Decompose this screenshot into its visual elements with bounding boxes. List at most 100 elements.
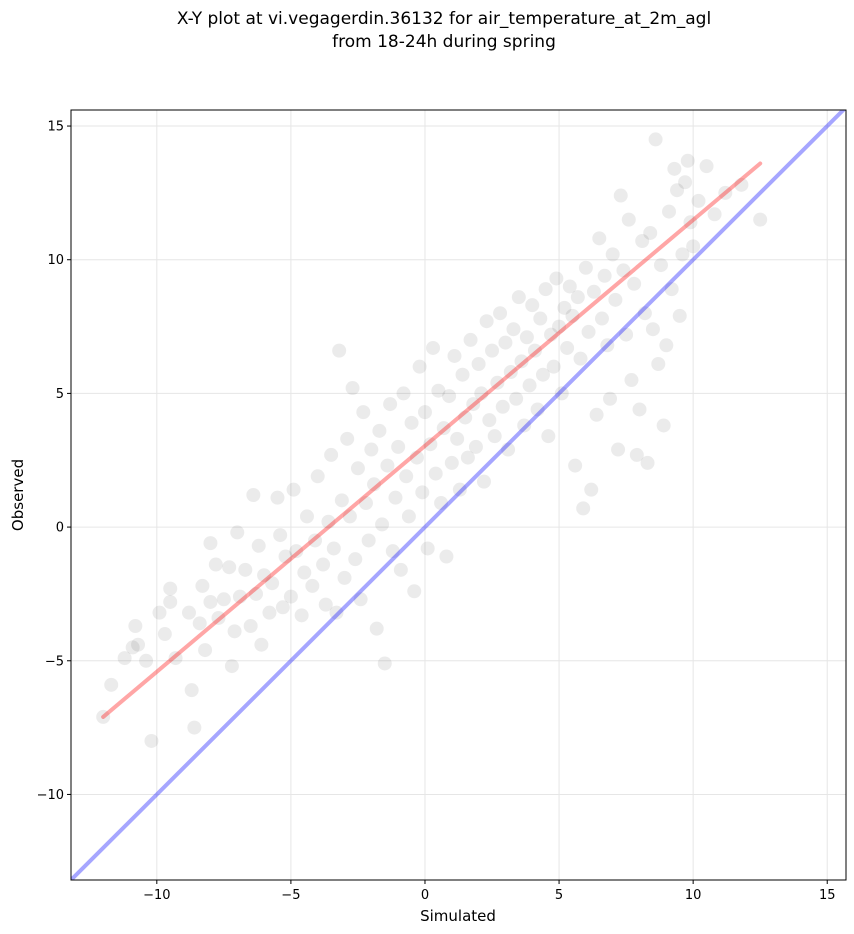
data-point [533, 311, 548, 326]
data-point [482, 413, 497, 428]
data-point [450, 431, 465, 446]
data-point [431, 383, 446, 398]
data-point [452, 482, 467, 497]
data-point [581, 324, 596, 339]
data-point [353, 592, 368, 607]
data-point [208, 557, 223, 572]
data-point [624, 373, 639, 388]
data-point [257, 568, 272, 583]
y-tick-label: −5 [45, 654, 64, 669]
data-point [254, 637, 269, 652]
identity-line [71, 110, 846, 880]
data-point [364, 442, 379, 457]
data-point [645, 322, 660, 337]
data-point [139, 653, 154, 668]
data-point [568, 458, 583, 473]
data-point [517, 418, 532, 433]
data-point [552, 319, 567, 334]
data-point [734, 177, 749, 192]
data-point [428, 466, 443, 481]
data-point [608, 292, 623, 307]
data-point [434, 496, 449, 511]
data-point [471, 356, 486, 371]
data-point [651, 356, 666, 371]
data-point [519, 330, 534, 345]
y-tick-label: 5 [56, 387, 64, 402]
data-point [117, 651, 132, 666]
y-tick-label: −10 [37, 788, 64, 803]
data-point [326, 541, 341, 556]
data-point [686, 239, 701, 254]
x-tick-label: −5 [281, 888, 300, 903]
data-point [640, 455, 655, 470]
data-point [503, 365, 518, 380]
data-point [345, 381, 360, 396]
data-point [514, 354, 529, 369]
data-point [474, 386, 489, 401]
data-point [128, 619, 143, 634]
data-point [597, 268, 612, 283]
data-point [455, 367, 470, 382]
data-point [385, 544, 400, 559]
data-point [678, 175, 693, 190]
data-point [603, 391, 618, 406]
data-point [662, 204, 677, 219]
data-point [490, 375, 505, 390]
data-point [163, 594, 178, 609]
data-point [530, 402, 545, 417]
data-point [243, 619, 258, 634]
data-point [576, 501, 591, 516]
data-point [573, 351, 588, 366]
y-tick-label: 10 [47, 253, 64, 268]
data-point [238, 562, 253, 577]
data-point [627, 276, 642, 291]
data-point [187, 720, 202, 735]
data-point [251, 538, 266, 553]
data-point [444, 455, 459, 470]
data-point [163, 581, 178, 596]
grid [71, 110, 846, 880]
data-point [316, 557, 331, 572]
data-point [522, 378, 537, 393]
data-point [337, 570, 352, 585]
data-point [340, 431, 355, 446]
data-point [265, 576, 280, 591]
data-point [600, 338, 615, 353]
data-point [222, 560, 237, 575]
data-point [637, 306, 652, 321]
x-tick-label: 10 [685, 888, 702, 903]
data-point [273, 528, 288, 543]
data-point [232, 589, 247, 604]
data-point [391, 439, 406, 454]
data-point [506, 322, 521, 337]
y-tick-label: 15 [47, 120, 64, 135]
data-point [409, 450, 424, 465]
chart-title: X-Y plot at vi.vegagerdin.36132 for air_… [177, 9, 711, 29]
data-point [181, 605, 196, 620]
data-point [643, 225, 658, 240]
data-point [249, 586, 264, 601]
data-point [388, 490, 403, 505]
data-point [246, 488, 261, 502]
data-point [125, 640, 140, 655]
data-point [672, 308, 687, 323]
data-point [198, 643, 213, 658]
data-point [635, 234, 650, 249]
data-point [348, 552, 363, 567]
data-point [621, 212, 636, 227]
data-point [554, 386, 569, 401]
data-point [104, 677, 119, 692]
data-point [369, 621, 384, 636]
data-point [361, 533, 376, 548]
data-point [616, 263, 631, 278]
data-point [377, 656, 392, 671]
data-point [380, 458, 395, 473]
data-point [289, 544, 304, 559]
data-point [203, 594, 218, 609]
data-point [538, 282, 553, 297]
fit-line [101, 161, 763, 719]
data-point [511, 290, 526, 305]
data-point [463, 332, 478, 347]
data-point [375, 517, 390, 532]
